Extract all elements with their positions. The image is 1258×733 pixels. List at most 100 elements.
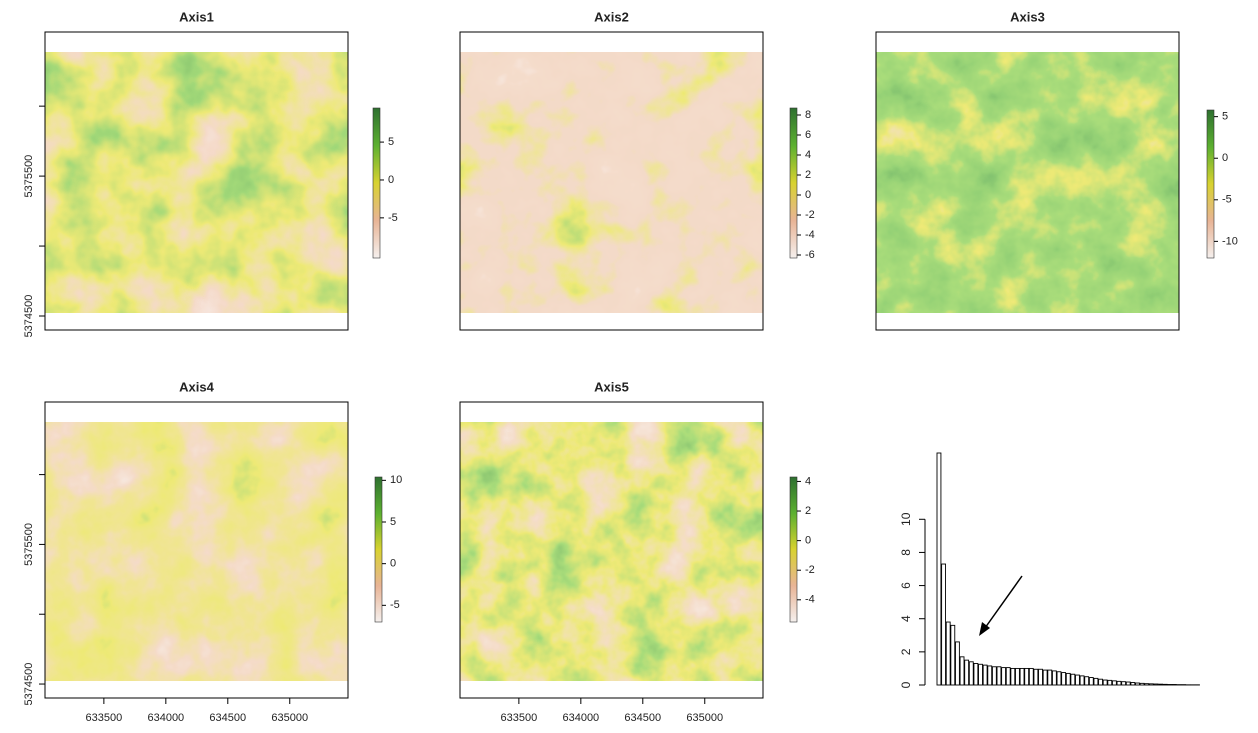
colorbar-tick-label: -5 <box>388 212 398 224</box>
bar <box>1088 677 1094 686</box>
panel-title: Axis2 <box>594 9 629 24</box>
bar <box>1019 667 1025 686</box>
plot-frame <box>459 401 764 699</box>
bar <box>945 621 951 686</box>
y-tick-label: 0 <box>899 681 913 688</box>
colorbar-tick-label: 0 <box>388 174 394 186</box>
bar <box>1028 667 1034 686</box>
colorbar-tick-label: 6 <box>805 129 811 141</box>
bar <box>950 624 956 686</box>
bar <box>1033 668 1039 686</box>
bar <box>978 663 983 686</box>
y-tick-label: 5375500 <box>23 523 35 566</box>
bar <box>959 656 965 686</box>
bar <box>973 663 979 686</box>
bar <box>1130 682 1136 686</box>
bar <box>987 665 993 686</box>
bar <box>1047 669 1053 686</box>
bar <box>941 563 946 686</box>
y-tick-label: 5375500 <box>23 155 35 198</box>
x-tick-label: 634000 <box>147 712 184 724</box>
colorbar-tick-label: -6 <box>805 249 815 261</box>
colorbar-tick-label: 5 <box>1222 111 1228 123</box>
y-tick-label: 8 <box>899 549 913 556</box>
colorbar <box>789 107 798 259</box>
x-tick-label: 634500 <box>209 712 246 724</box>
y-tick-label: 2 <box>899 648 913 655</box>
bar <box>1162 683 1168 686</box>
y-tick-label: 10 <box>899 512 913 526</box>
bar <box>1061 672 1067 686</box>
bar <box>1070 673 1076 686</box>
plot-frame <box>459 31 764 331</box>
x-tick-label: 633500 <box>501 712 538 724</box>
colorbar-tick-label: -4 <box>805 594 815 606</box>
bar <box>1148 683 1154 686</box>
bar <box>1056 671 1062 686</box>
colorbar-tick-label: 4 <box>805 475 811 487</box>
arrow-head <box>979 622 990 636</box>
x-tick-label: 635000 <box>686 712 723 724</box>
bar <box>1111 680 1117 686</box>
bar <box>1125 681 1131 686</box>
bar <box>1139 682 1145 686</box>
panel-title: Axis3 <box>1010 9 1045 24</box>
bar <box>968 661 974 686</box>
colorbar-tick-label: -10 <box>1222 235 1238 247</box>
bar <box>1075 674 1080 686</box>
bar <box>1084 676 1090 686</box>
colorbar-tick-label: 2 <box>805 505 811 517</box>
bar <box>936 452 942 686</box>
y-tick-label: 5374500 <box>23 663 35 706</box>
bar <box>1098 678 1103 686</box>
bar <box>1107 679 1113 686</box>
bar <box>1042 669 1048 686</box>
colorbar-tick-label: 8 <box>805 109 811 121</box>
bar <box>1065 672 1071 686</box>
bar <box>982 664 988 686</box>
colorbar-tick-label: 0 <box>805 535 811 547</box>
bar <box>1153 683 1159 686</box>
bar <box>1079 675 1085 686</box>
y-tick-label: 4 <box>899 615 913 622</box>
bar <box>1024 667 1030 686</box>
bar <box>1005 667 1011 686</box>
bar <box>1121 681 1127 686</box>
arrow-shaft <box>984 575 1023 629</box>
raster-image <box>460 52 763 313</box>
plot-frame <box>44 31 349 331</box>
colorbar-tick-label: -5 <box>390 599 400 611</box>
raster-image <box>460 422 763 681</box>
colorbar <box>1206 109 1215 259</box>
colorbar-tick-label: -4 <box>805 229 815 241</box>
colorbar-tick-label: 0 <box>390 558 396 570</box>
plot-frame <box>44 401 349 699</box>
bar <box>996 666 1002 686</box>
bar <box>955 641 960 686</box>
colorbar-tick-label: 0 <box>1222 152 1228 164</box>
colorbar-tick-label: 4 <box>805 149 811 161</box>
colorbar-tick-label: 5 <box>388 136 394 148</box>
plot-frame <box>875 31 1180 331</box>
raster-image <box>45 422 348 681</box>
colorbar <box>374 476 383 623</box>
raster-image <box>45 52 348 313</box>
panel-title: Axis1 <box>179 9 214 24</box>
bar <box>1051 670 1057 686</box>
bar <box>1010 667 1016 686</box>
bar <box>1158 683 1163 686</box>
bar <box>1135 682 1140 686</box>
panel-title: Axis5 <box>594 379 629 394</box>
bar <box>964 659 970 686</box>
panel-title: Axis4 <box>179 379 214 394</box>
y-tick-label: 6 <box>899 582 913 589</box>
y-tick-label: 5374500 <box>23 295 35 338</box>
colorbar-tick-label: 10 <box>390 474 402 486</box>
bar <box>1102 679 1108 686</box>
bar <box>1038 668 1043 686</box>
bar <box>1001 667 1007 686</box>
x-tick-label: 634500 <box>624 712 661 724</box>
x-tick-label: 633500 <box>86 712 123 724</box>
colorbar <box>789 476 798 623</box>
